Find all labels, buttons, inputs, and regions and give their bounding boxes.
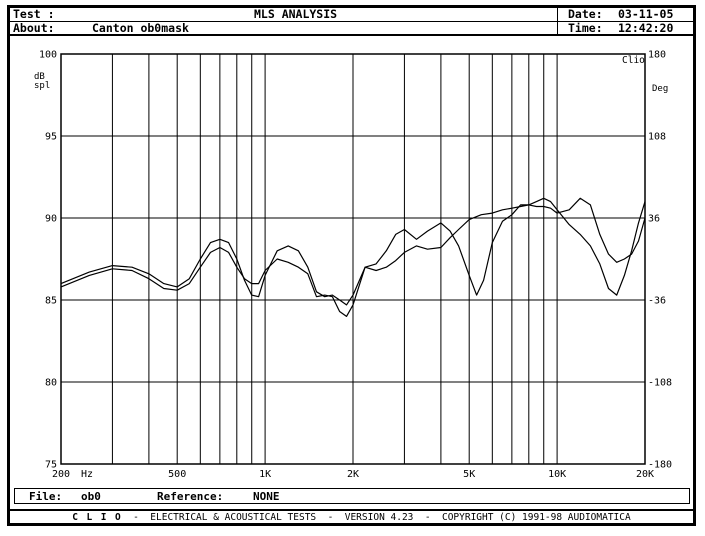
y2-tick-label: -36 bbox=[648, 296, 666, 307]
y-axis-label: dB bbox=[34, 72, 45, 82]
about-value: Canton ob0mask bbox=[92, 21, 189, 35]
y2-tick-label: -180 bbox=[648, 460, 672, 471]
x-tick-label: 2K bbox=[347, 469, 359, 480]
report-title: MLS ANALYSIS bbox=[254, 7, 338, 21]
x-tick-label: 5K bbox=[463, 469, 475, 480]
x-tick-label: 20K bbox=[636, 469, 654, 480]
file-label: File: bbox=[29, 490, 63, 503]
file-value: ob0 bbox=[81, 490, 101, 503]
plot-area-border bbox=[60, 53, 646, 465]
y2-axis-label: Deg bbox=[652, 84, 668, 94]
y-tick-label: 75 bbox=[45, 460, 57, 471]
header-column-divider bbox=[557, 8, 558, 34]
reference-value: NONE bbox=[253, 490, 280, 503]
y2-tick-label: -108 bbox=[648, 378, 672, 389]
time-label: Time: bbox=[568, 21, 603, 35]
y-tick-label: 100 bbox=[39, 50, 57, 61]
y-tick-label: 80 bbox=[45, 378, 57, 389]
x-unit-label: Hz bbox=[81, 469, 93, 480]
y2-tick-label: 108 bbox=[648, 132, 666, 143]
y-tick-label: 95 bbox=[45, 132, 57, 143]
x-tick-label: 500 bbox=[168, 469, 186, 480]
chart-grid bbox=[61, 54, 645, 464]
y-tick-label: 90 bbox=[45, 214, 57, 225]
reference-label: Reference: bbox=[157, 490, 224, 503]
y-axis-label: spl bbox=[34, 81, 50, 91]
about-label: About: bbox=[13, 21, 55, 35]
x-tick-label: 1K bbox=[259, 469, 271, 480]
footer-brand: CLIO bbox=[72, 512, 130, 523]
window-frame bbox=[7, 5, 696, 526]
y2-tick-label: 36 bbox=[648, 214, 660, 225]
series-line-2 bbox=[60, 197, 646, 317]
x-tick-label: 200 bbox=[52, 469, 70, 480]
x-tick-label: 10K bbox=[548, 469, 566, 480]
date-value: 03-11-05 bbox=[618, 7, 674, 21]
footer-banner: CLIO - ELECTRICAL & ACOUSTICAL TESTS - VE… bbox=[10, 509, 693, 525]
file-bar: File: ob0 Reference: NONE bbox=[14, 488, 690, 504]
y2-tick-label: 180 bbox=[648, 50, 666, 61]
series-line-1 bbox=[60, 197, 646, 306]
y-tick-label: 85 bbox=[45, 296, 57, 307]
time-value: 12:42:20 bbox=[618, 21, 674, 35]
chart-labels: 100 95 90 85 80 75 180 108 36 -36 -108 -180 200 500 1K… bbox=[34, 50, 672, 481]
date-label: Date: bbox=[568, 7, 603, 21]
test-label: Test : bbox=[13, 7, 55, 21]
watermark-label: Clio bbox=[622, 55, 645, 66]
header-row-divider bbox=[10, 21, 693, 22]
chart-series bbox=[60, 197, 646, 317]
footer-text: - ELECTRICAL & ACOUSTICAL TESTS - VERSIO… bbox=[133, 512, 631, 523]
report-header: Test : About: Canton ob0mask MLS ANALYSI… bbox=[10, 8, 693, 36]
